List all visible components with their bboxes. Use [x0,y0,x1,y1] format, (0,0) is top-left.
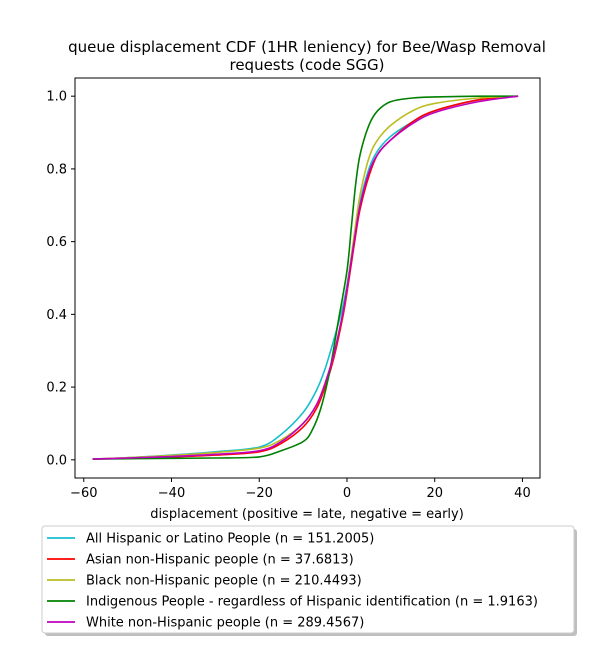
x-tick-label: −60 [70,486,97,501]
series-line-5 [92,95,519,460]
chart-title-line-1: queue displacement CDF (1HR leniency) fo… [68,38,546,56]
y-tick-label: 1.0 [46,90,67,105]
x-tick-label: −40 [158,486,185,501]
series-line-2 [92,95,519,460]
series-line-1 [92,95,519,460]
x-tick-label: 40 [514,486,531,501]
legend-box [41,525,575,634]
plot-lines [92,95,519,460]
x-tick-label: 20 [426,486,443,501]
x-tick-label: −20 [246,486,273,501]
legend-label-1: All Hispanic or Latino People (n = 151.2… [86,532,374,547]
legend-label-3: Black non-Hispanic people (n = 210.4493) [86,574,362,589]
series-line-4 [92,95,519,460]
legend: All Hispanic or Latino People (n = 151.2… [41,525,577,636]
legend-label-4: Indigenous People - regardless of Hispan… [86,595,538,610]
y-tick-label: 0.6 [46,235,67,250]
x-axis-label: displacement (positive = late, negative … [150,507,464,522]
series-line-3 [92,95,519,460]
plot-frame [74,77,541,479]
y-tick-label: 0.2 [46,381,67,396]
y-tick-label: 0.4 [46,308,67,323]
y-axis: 0.0 0.2 0.4 0.6 0.8 1.0 [46,90,75,468]
y-tick-label: 0.0 [46,453,67,468]
x-tick-label: 0 [343,486,351,501]
y-tick-label: 0.8 [46,162,67,177]
x-axis: −60 −40 −20 0 20 40 [70,478,531,501]
legend-label-2: Asian non-Hispanic people (n = 37.6813) [86,553,354,568]
legend-label-5: White non-Hispanic people (n = 289.4567) [86,616,364,631]
chart-title-line-2: requests (code SGG) [229,56,384,74]
legend-entries: All Hispanic or Latino People (n = 151.2… [47,532,538,631]
